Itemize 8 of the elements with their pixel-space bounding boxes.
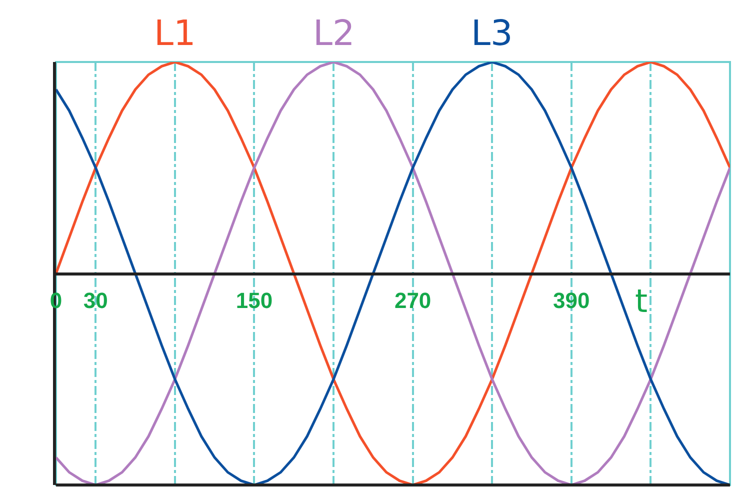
- series-label: L2: [313, 14, 355, 54]
- x-tick-label: 150: [236, 288, 273, 313]
- x-tick-label: 390: [553, 288, 590, 313]
- x-axis-title: t: [635, 282, 648, 320]
- series-label: L1: [154, 14, 196, 54]
- x-tick-label: 270: [394, 288, 432, 313]
- x-tick-label: 30: [83, 288, 108, 313]
- series-label: L3: [471, 14, 513, 54]
